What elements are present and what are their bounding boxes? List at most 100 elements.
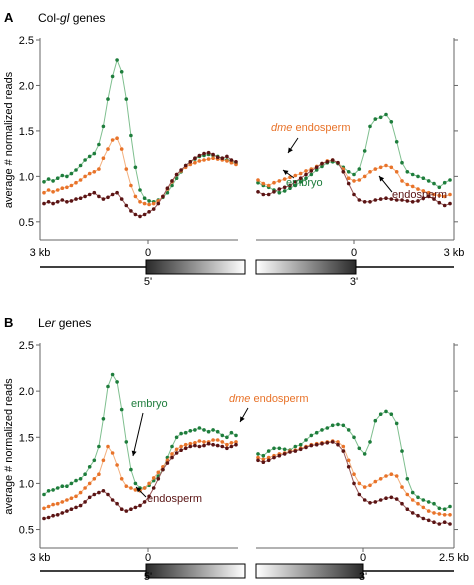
data-point [78,490,83,495]
data-point [129,209,133,213]
data-point [389,412,394,417]
series-line-embryo [257,410,451,510]
series-endosperm [42,440,452,526]
data-point [110,451,115,455]
data-point [304,176,308,180]
data-point [373,479,378,484]
data-point [432,520,436,524]
data-point [193,441,197,445]
data-point [92,170,97,174]
data-point [42,190,46,195]
data-point [410,184,415,189]
data-point [188,160,193,164]
data-point [405,477,410,481]
data-point [197,444,202,449]
y-tick-label: 1.5 [19,126,34,138]
data-point [170,455,174,460]
data-point [426,190,431,195]
data-point [133,481,138,486]
y-tick-label: 2.5 [19,340,34,352]
data-point [193,160,197,165]
gene-body-5prime [145,259,246,275]
data-point [78,477,83,481]
x-tick-label: 3 kb [444,247,465,259]
data-point [142,196,147,200]
data-point [448,178,452,182]
data-point [133,165,138,170]
data-point [55,188,60,192]
data-point [293,173,298,178]
data-point [174,172,179,177]
data-point [110,372,115,377]
data-point [442,507,447,512]
data-point [74,168,78,172]
data-point [60,198,65,202]
annotation-endosperm-part: endosperm [392,189,447,201]
data-point [304,445,308,450]
data-point [229,158,234,162]
data-point [129,133,133,138]
data-point [106,97,110,101]
data-point [362,149,367,153]
data-point [405,170,410,174]
data-point [193,156,197,160]
data-point [416,199,420,203]
data-point [142,201,147,206]
data-point [352,472,356,477]
data-point [448,504,452,509]
data-point [362,174,367,179]
data-point [394,170,399,174]
data-point [261,181,266,186]
data-point [432,511,436,515]
data-point [106,384,110,389]
data-point [368,483,372,488]
panel-title: Ler genes [38,316,91,330]
data-point [183,446,188,451]
data-point [202,443,206,448]
data-point [83,194,87,199]
data-point [138,200,142,204]
data-point [410,498,415,502]
panel-title-part: Col- [38,11,60,25]
data-point [373,418,378,423]
data-point [357,481,362,486]
data-point [151,486,156,490]
data-point [298,180,303,184]
arrow-head [131,450,137,456]
data-point [288,175,292,180]
y-tick-label: 0.5 [19,525,34,537]
data-point [405,182,410,187]
data-point [432,197,436,201]
data-point [193,443,197,448]
data-point [421,196,426,200]
series-dme_endosperm [42,136,452,207]
data-point [142,486,147,490]
data-point [346,465,351,469]
data-point [197,153,202,158]
data-point [357,178,362,182]
data-point [272,446,276,451]
data-point [129,467,133,472]
data-point [65,484,69,489]
data-point [188,444,193,449]
data-point [65,509,69,513]
data-point [69,183,74,188]
data-point [170,452,174,456]
data-point [225,435,229,440]
data-point [330,158,335,162]
data-point [256,180,260,185]
data-point [432,181,436,186]
data-point [405,199,410,203]
data-point [352,172,356,177]
data-point [314,165,319,170]
data-point [426,500,431,504]
data-point [133,194,138,199]
data-point [341,444,346,449]
data-point [60,173,65,178]
data-point [352,435,356,440]
data-point [389,120,394,124]
data-point [229,444,234,449]
data-point [110,192,115,197]
data-point [74,505,78,510]
